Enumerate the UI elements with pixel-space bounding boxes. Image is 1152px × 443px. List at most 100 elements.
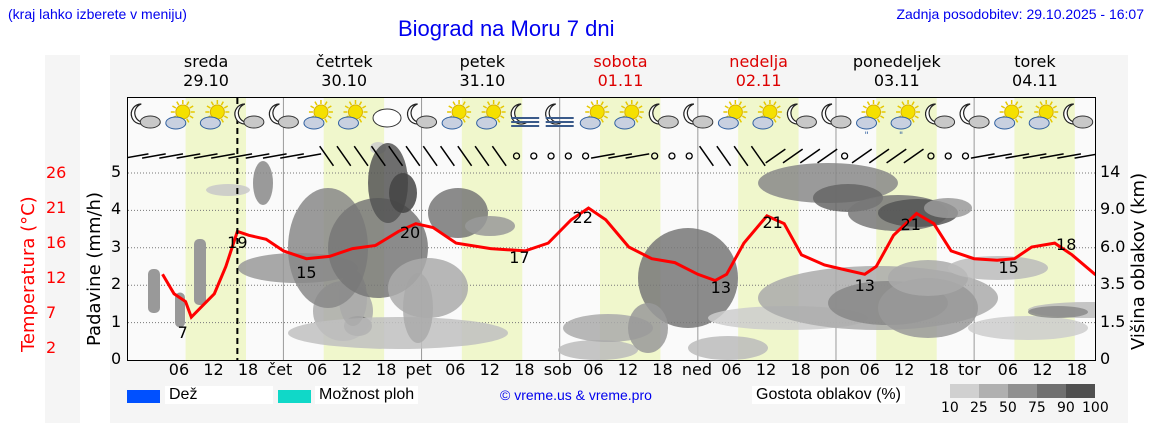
cloud-density-value: 90 [1057, 400, 1075, 416]
day-date: 30.10 [321, 71, 368, 90]
temperature-tick: 26 [46, 163, 67, 182]
wind-barb-icon [1074, 153, 1099, 159]
moon-cloud-icon [648, 103, 679, 129]
wind-barb-icon [439, 145, 455, 167]
moon-cloud-icon [268, 103, 299, 129]
daylight-band [185, 98, 246, 360]
wind-barb-icon [1057, 153, 1082, 159]
day-date: 02.11 [735, 71, 782, 90]
cloud-density-swatch [979, 384, 1008, 398]
x-axis-tick: 18 [376, 360, 397, 379]
cloud-density-area [878, 278, 978, 338]
sun-cloud-icon [165, 100, 195, 130]
precip-tick: 5 [111, 162, 122, 181]
sun-cloud-icon [199, 100, 230, 130]
precip-tick: 2 [111, 274, 122, 294]
day-header-0: sreda 29.10 [146, 52, 266, 90]
wind-barb-icon [733, 145, 749, 167]
day-header-6: torek 04.11 [975, 52, 1095, 90]
cloud-density-area [558, 340, 638, 360]
day-header-5: ponedeljek 03.11 [837, 52, 957, 90]
x-axis-tick: 06 [997, 360, 1019, 379]
cloud-height-tick: 6.0 [1100, 236, 1126, 256]
wind-barb-icon [970, 153, 995, 159]
sun-cloud-drizzle-icon: " [856, 100, 886, 141]
forecast-plot: 7191520172213211321151811199"" [124, 97, 1152, 361]
cloud-height-tick: 14 [1100, 162, 1121, 181]
cloud-density-area [1028, 306, 1088, 318]
temperature-label: 22 [573, 208, 593, 227]
location-hint: (kraj lahko izberete v meniju) [8, 6, 187, 22]
temperature-label: 15 [998, 258, 1018, 277]
sun-cloud-icon [303, 100, 333, 130]
temperature-label: 13 [711, 278, 731, 297]
day-name: sreda [183, 52, 229, 71]
x-axis-tick: 12 [755, 360, 777, 379]
wind-barb-icon [851, 148, 873, 164]
moon-cloud-icon [925, 103, 956, 129]
x-axis-tick: 06 [721, 360, 742, 379]
wind-barb-icon [457, 145, 473, 167]
cloud-density-swatch [1008, 384, 1037, 398]
cloud-density-swatch [1037, 384, 1066, 398]
copyright-link[interactable]: © vreme.us & vreme.pro [500, 387, 652, 403]
precip-tick: 4 [111, 199, 122, 219]
cloud-height-tick: 1.5 [1100, 311, 1126, 331]
temperature-tick: 7 [46, 303, 57, 322]
wind-calm-icon [668, 152, 676, 160]
cloud-height-tick: 0 [1100, 349, 1111, 368]
wind-barb-icon [124, 153, 149, 159]
temperature-tick: 12 [46, 268, 67, 287]
temperature-axis-label: Temperatura (°C) [18, 196, 39, 352]
last-updated: Zadnja posodobitev: 29.10.2025 - 16:07 [896, 6, 1144, 22]
moon-cloud-icon [130, 103, 161, 129]
cloud-density-area [389, 173, 417, 213]
moon-cloud-icon [406, 103, 438, 129]
day-header-4: nedelja 02.11 [699, 52, 819, 90]
x-axis-tick: 12 [1032, 360, 1053, 379]
wind-barb-icon [228, 153, 253, 159]
wind-barb-icon [474, 145, 490, 167]
temperature-tick: 21 [46, 198, 67, 217]
sun-cloud-icon [614, 100, 644, 130]
wind-barb-icon [886, 148, 907, 164]
wind-calm-icon [944, 152, 952, 160]
cloud-density-area [194, 239, 206, 305]
temperature-tick: 2 [46, 338, 57, 357]
precip-tick: 3 [111, 236, 122, 256]
x-axis-tick: tor [958, 360, 981, 379]
day-date: 03.11 [873, 71, 920, 90]
wind-barb-icon [608, 153, 633, 159]
sun-cloud-icon [337, 100, 368, 130]
cloud-density-area [148, 269, 160, 313]
cloud-density-swatch [1066, 384, 1095, 398]
x-axis-tick: 06 [583, 360, 604, 379]
wind-barb-icon [1022, 153, 1047, 159]
cloud-icon [372, 108, 402, 128]
page-title: Biograd na Moru 7 dni [398, 16, 615, 41]
wind-barb-icon [716, 145, 732, 167]
rain-legend-swatch [127, 390, 160, 403]
cloud-density-swatch [950, 384, 979, 398]
wind-barb-icon [817, 148, 838, 164]
wind-calm-icon [530, 152, 538, 160]
wind-barb-icon [211, 153, 235, 159]
temperature-label: 20 [400, 223, 420, 242]
cloud-density-value: 25 [970, 400, 988, 416]
x-axis-tick: 12 [617, 360, 639, 379]
rain-legend-label: Dež [165, 386, 273, 404]
wind-calm-icon [512, 152, 521, 160]
x-axis-tick: 06 [859, 360, 880, 379]
day-name: četrtek [315, 52, 373, 71]
wind-barb-icon [625, 153, 650, 159]
x-axis-tick: 12 [479, 360, 500, 379]
cloud-density-area [628, 303, 668, 353]
x-axis-tick: 18 [237, 360, 259, 379]
wind-barb-icon [159, 153, 184, 159]
cloud-density-area [688, 336, 768, 360]
x-axis-tick: 18 [1066, 360, 1088, 379]
wind-calm-icon [840, 152, 849, 160]
moon-cloud-icon [786, 103, 817, 129]
x-axis-tick: 06 [168, 360, 190, 379]
cloud-density-value: 10 [941, 400, 959, 416]
